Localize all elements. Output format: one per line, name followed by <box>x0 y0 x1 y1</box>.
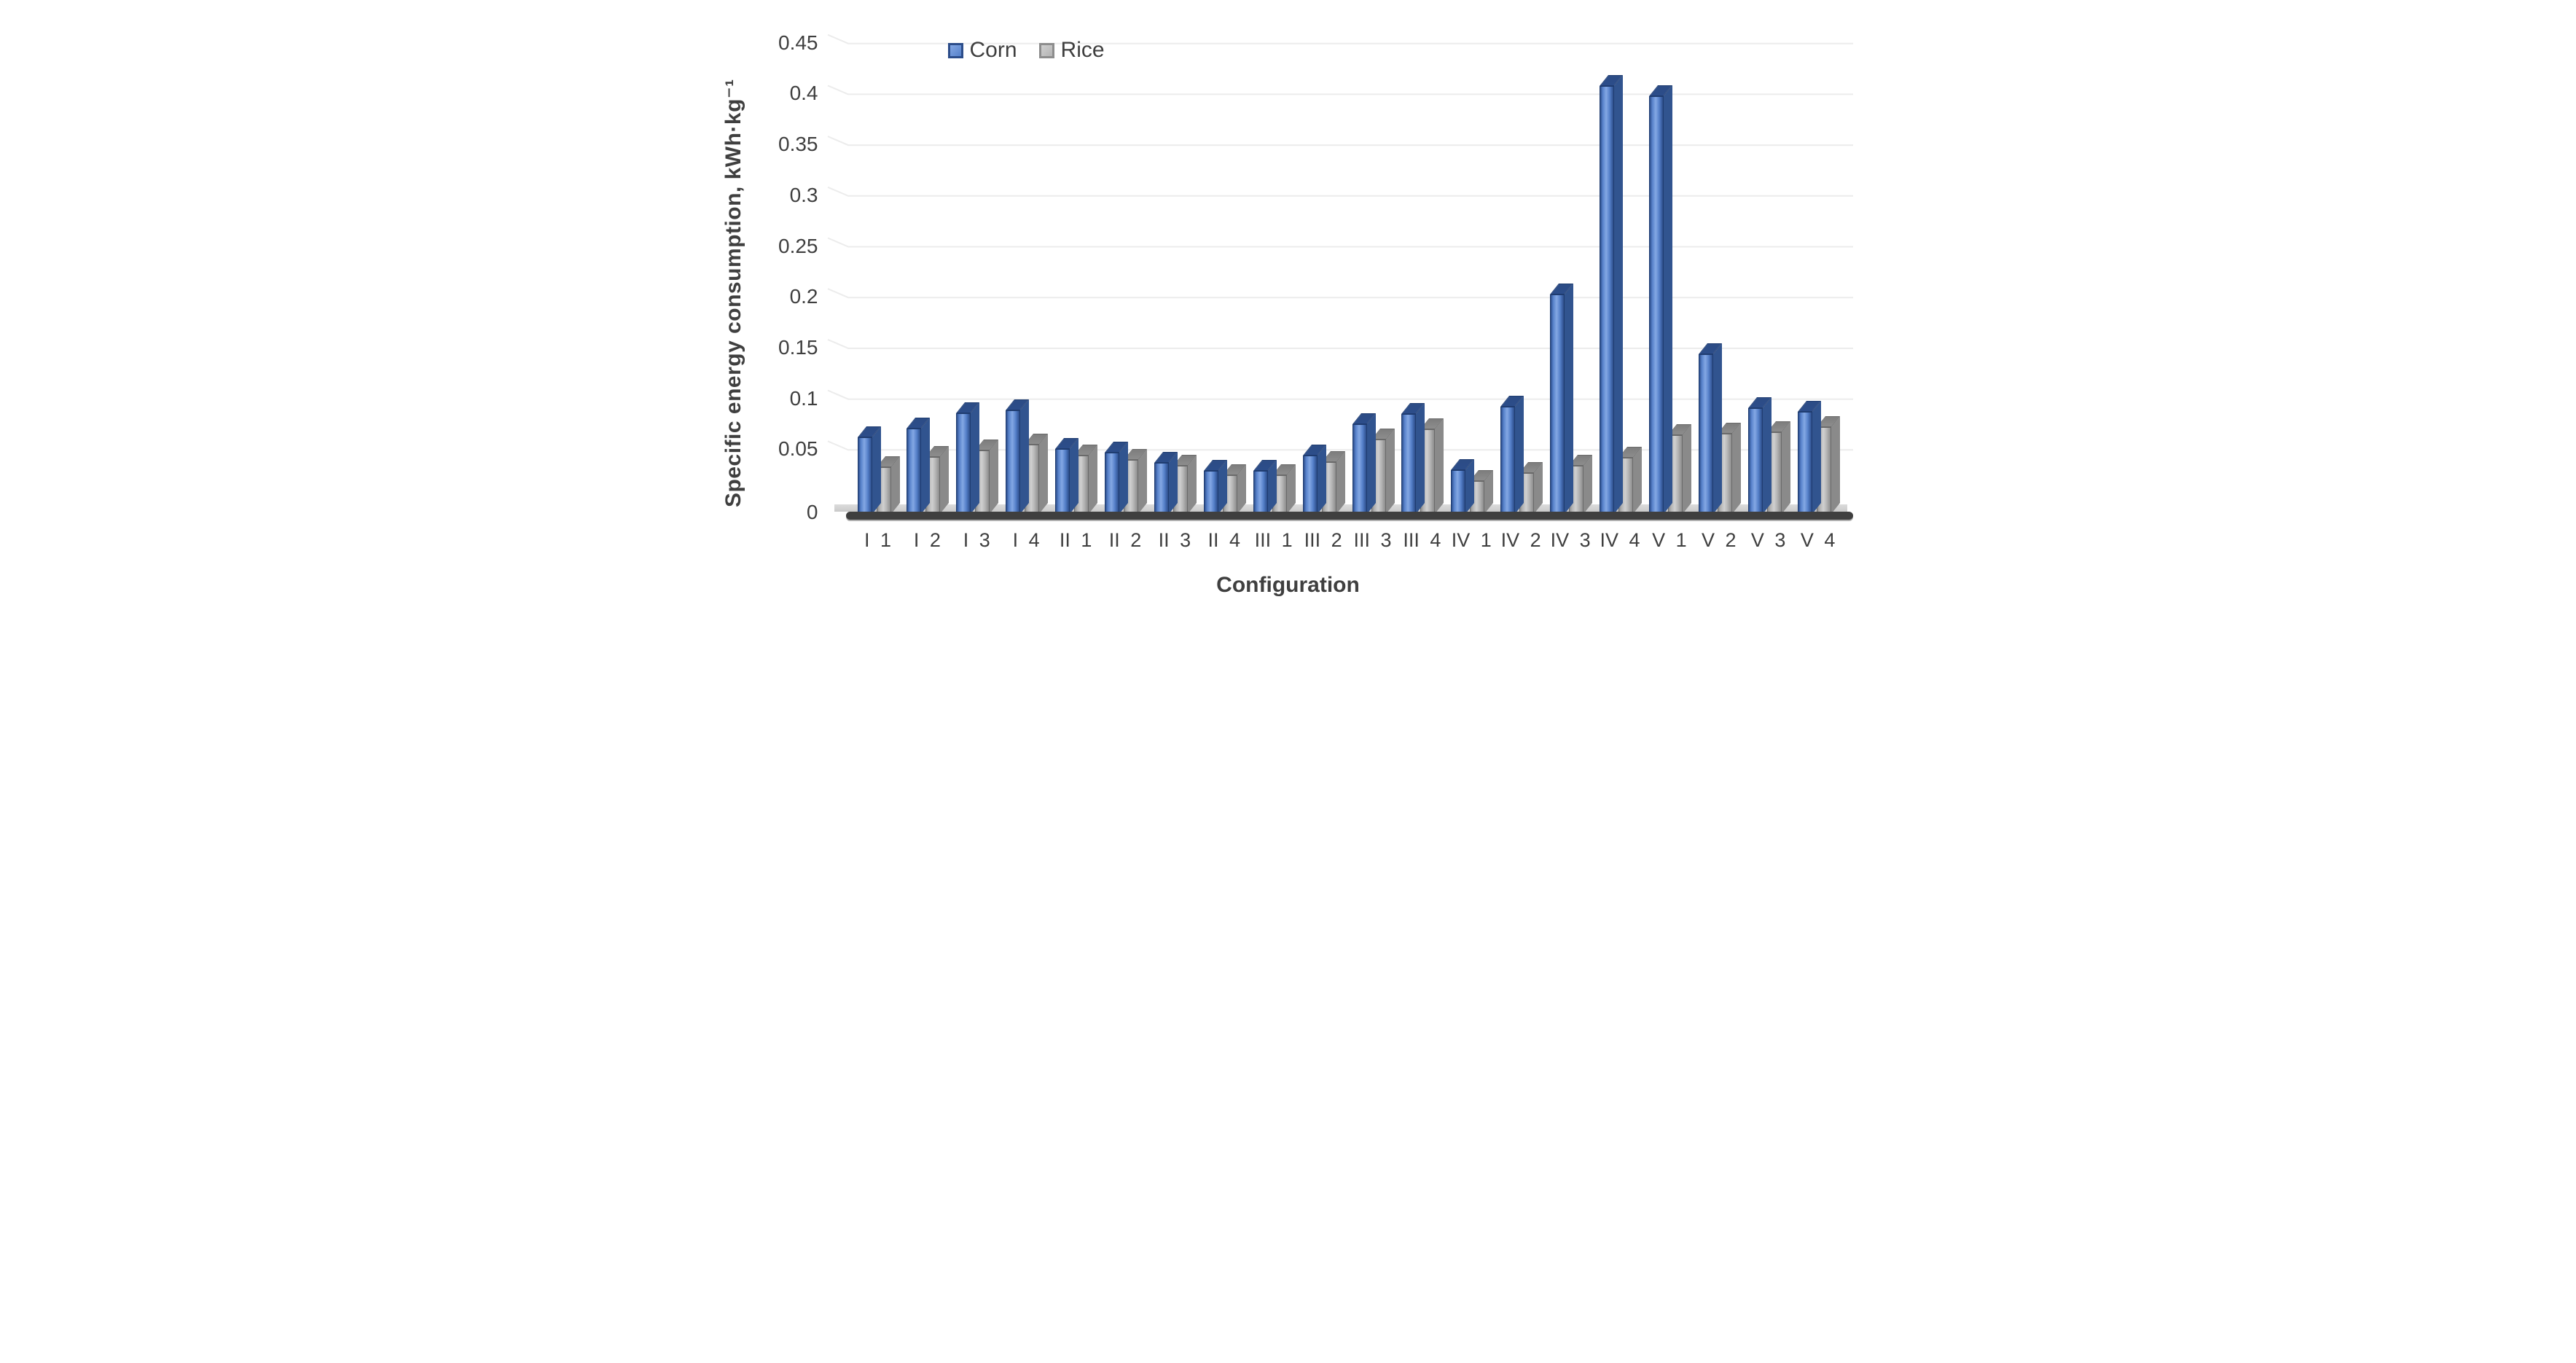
x-tick-label: III 4 <box>1403 529 1441 551</box>
x-tick-label: III 3 <box>1353 529 1392 551</box>
bar-corn-III-1 <box>1253 471 1268 515</box>
bar-side-rice <box>990 440 999 514</box>
bar-side-corn <box>1812 401 1821 514</box>
legend-item-corn: Corn <box>947 38 1017 63</box>
bar-side-corn <box>1020 399 1030 514</box>
x-tick-label: II 1 <box>1059 529 1092 551</box>
bar-corn-III-3 <box>1352 424 1367 515</box>
rice-swatch-icon <box>1038 42 1054 58</box>
bar-corn-IV-3 <box>1550 294 1565 515</box>
bar-corn-V-4 <box>1797 412 1812 515</box>
bar-side-rice <box>1781 421 1790 514</box>
bar-side-corn <box>1317 445 1326 514</box>
x-tick-label: II 3 <box>1158 529 1191 551</box>
x-tick-label: III 1 <box>1254 529 1293 551</box>
x-tick-label: I 2 <box>913 529 941 551</box>
corn-swatch-icon <box>947 42 963 58</box>
bar-corn-IV-2 <box>1500 407 1516 515</box>
legend: Corn Rice <box>947 38 1105 63</box>
bar-side-rice <box>940 446 950 514</box>
bar-corn-I-4 <box>1006 410 1021 515</box>
x-axis-title: Configuration <box>1216 573 1360 597</box>
x-tick-label: I 4 <box>1012 529 1040 551</box>
bar-corn-II-1 <box>1055 449 1070 515</box>
bar-side-corn <box>921 418 931 514</box>
bar-side-rice <box>1435 418 1444 514</box>
x-tick-label: III 2 <box>1304 529 1342 551</box>
bar-corn-V-3 <box>1747 408 1763 515</box>
bar-corn-V-2 <box>1698 354 1713 515</box>
bar-corn-IV-1 <box>1451 470 1466 515</box>
bar-corn-V-1 <box>1648 96 1664 515</box>
bar-corn-I-2 <box>907 429 922 515</box>
bar-corn-I-3 <box>956 413 971 515</box>
x-tick-label: V 4 <box>1800 529 1836 551</box>
bar-side-corn <box>872 426 881 514</box>
x-tick-label: V 1 <box>1652 529 1687 551</box>
x-tick-label: I 3 <box>963 529 990 551</box>
y-tick-label: 0.1 <box>789 386 818 410</box>
bar-side-corn <box>1515 396 1524 514</box>
bar-corn-IV-4 <box>1600 86 1614 515</box>
y-tick-label: 0.2 <box>789 285 818 308</box>
bar-side-corn <box>1614 75 1623 514</box>
bar-corn-II-3 <box>1154 463 1169 515</box>
y-tick-label: 0.4 <box>789 82 818 105</box>
plot-area: 0 0.05 0.1 0.15 0.2 0.25 0.3 0.35 0.4 0.45 I 1 I 2 I… <box>716 10 1860 615</box>
bar-corn-II-4 <box>1203 471 1218 515</box>
y-tick-label: 0.35 <box>778 133 818 156</box>
bar-side-rice <box>1682 424 1691 514</box>
bar-side-rice <box>1138 449 1147 514</box>
x-tick-label: IV 1 <box>1451 529 1492 551</box>
x-tick-label: II 2 <box>1108 529 1142 551</box>
bar-side-corn <box>1366 413 1376 514</box>
legend-item-rice: Rice <box>1038 38 1105 63</box>
x-tick-label: IV 4 <box>1600 529 1640 551</box>
gridlines <box>827 34 1853 451</box>
x-tick-label: II 4 <box>1207 529 1241 551</box>
bar-side-rice <box>1831 416 1840 514</box>
bar-side-rice <box>1731 423 1741 514</box>
x-tick-label: V 3 <box>1750 529 1786 551</box>
bar-side-corn <box>1070 438 1079 514</box>
bar-corn-II-2 <box>1105 453 1119 515</box>
bar-side-corn <box>971 402 980 514</box>
bar-side-corn <box>1119 442 1128 514</box>
y-tick-label: 0 <box>806 501 818 523</box>
x-axis-floor <box>845 512 1853 520</box>
y-tick-label: 0.3 <box>789 183 818 206</box>
x-tick-label: IV 3 <box>1550 529 1591 551</box>
y-tick-label: 0.05 <box>778 437 818 461</box>
bar-corn-I-1 <box>857 437 872 515</box>
x-tick-label: V 2 <box>1702 529 1737 551</box>
legend-label-corn: Corn <box>969 38 1017 62</box>
bar-side-corn <box>1663 85 1672 514</box>
bar-side-rice <box>1039 434 1049 514</box>
bar-side-corn <box>1565 284 1574 514</box>
bar-corn-III-4 <box>1401 414 1417 515</box>
y-tick-label: 0.25 <box>778 234 818 257</box>
y-tick-label: 0.45 <box>778 31 818 54</box>
bar-side-rice <box>1089 445 1098 514</box>
x-tick-label: I 1 <box>864 529 892 551</box>
bar-side-corn <box>1712 343 1722 514</box>
legend-label-rice: Rice <box>1060 38 1105 62</box>
bar-side-rice <box>1385 429 1395 514</box>
bar-side-rice <box>1633 447 1642 514</box>
bar-corn-III-2 <box>1302 456 1318 515</box>
bar-side-corn <box>1416 403 1425 514</box>
bar-side-corn <box>1762 397 1772 514</box>
x-tick-label: IV 2 <box>1500 529 1541 551</box>
y-tick-label: 0.15 <box>778 335 818 359</box>
